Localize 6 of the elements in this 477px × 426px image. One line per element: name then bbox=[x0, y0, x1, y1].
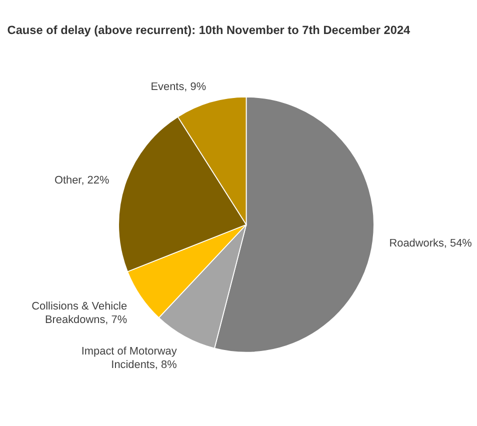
slice-label: Other, 22% bbox=[54, 174, 110, 187]
slice-label: Events, 9% bbox=[150, 80, 206, 93]
slice-label: Impact of Motorway Incidents, 8% bbox=[81, 346, 178, 372]
chart-title: Cause of delay (above recurrent): 10th November to 7th December 2024 bbox=[7, 23, 411, 38]
slice-label: Roadworks, 54% bbox=[389, 237, 472, 250]
slice-label: Collisions & Vehicle Breakdowns, 7% bbox=[32, 300, 128, 326]
